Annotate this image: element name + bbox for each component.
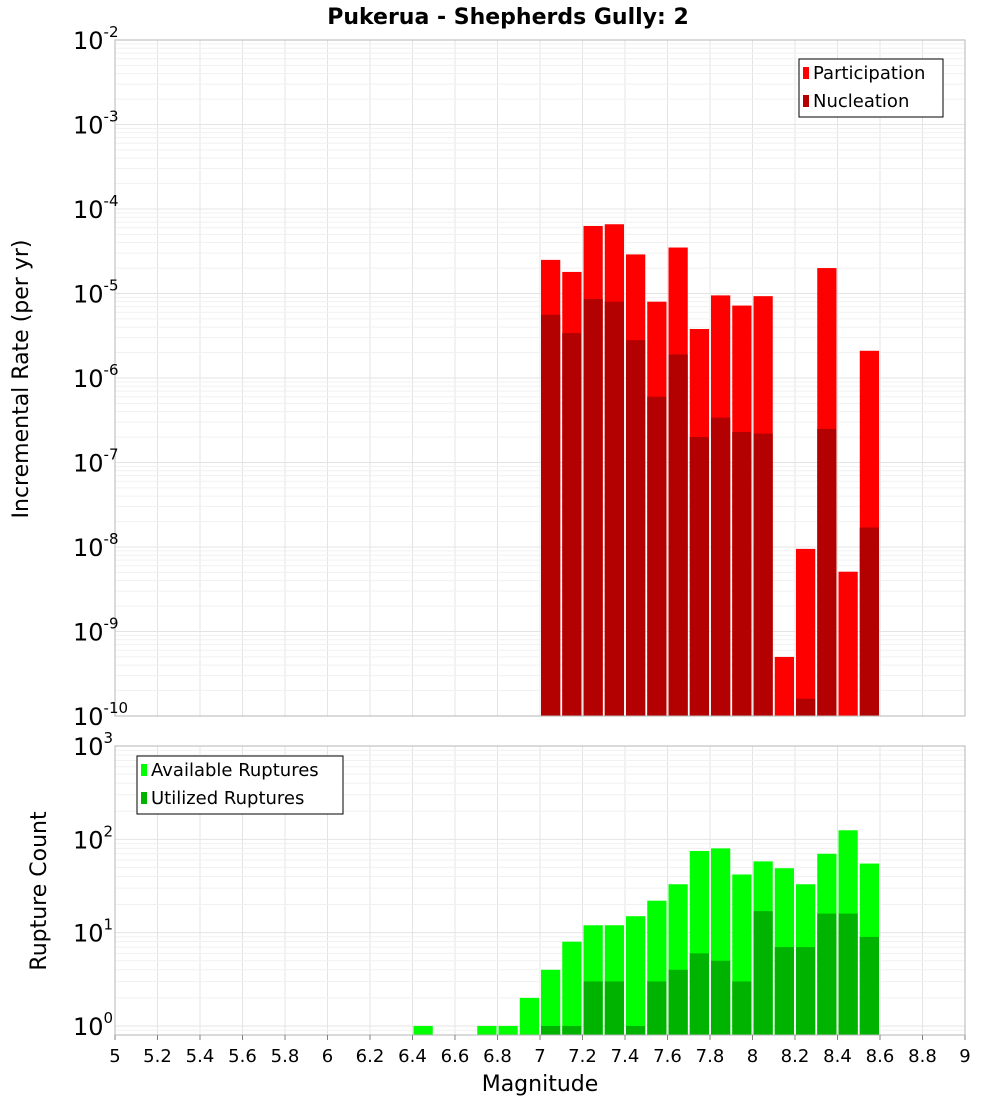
y-tick-label: 10-5 <box>73 277 119 309</box>
x-tick-label: 7.6 <box>653 1046 682 1067</box>
x-tick-label: 6.4 <box>398 1046 427 1067</box>
y-tick-label: 10-10 <box>73 699 128 731</box>
legend-swatch <box>803 67 809 79</box>
y-tick-label: 103 <box>73 729 113 761</box>
utilized-ruptures-bar <box>647 981 667 1035</box>
nucleation-bar <box>647 396 667 716</box>
nucleation-bar <box>604 301 624 716</box>
x-tick-label: 7.8 <box>696 1046 725 1067</box>
x-tick-label: 6 <box>322 1046 333 1067</box>
chart-title: Pukerua - Shepherds Gully: 2 <box>327 5 689 30</box>
legend-box <box>798 58 944 118</box>
x-tick-label: 7.4 <box>611 1046 640 1067</box>
available-ruptures-bar <box>477 1025 497 1035</box>
utilized-ruptures-bar <box>753 911 773 1035</box>
nucleation-bar <box>562 333 582 716</box>
x-tick-label: 7 <box>534 1046 545 1067</box>
utilized-ruptures-bar <box>583 981 603 1035</box>
legend: Participation Nucleation <box>798 58 944 118</box>
x-tick-label: 5.8 <box>271 1046 300 1067</box>
utilized-ruptures-bar <box>774 947 794 1035</box>
nucleation-bar <box>689 437 709 716</box>
legend-entry: Participation <box>813 63 925 84</box>
y-tick-label: 10-8 <box>73 530 119 562</box>
y-tick-label: 10-7 <box>73 446 119 478</box>
legend-entry: Available Ruptures <box>151 760 319 781</box>
x-tick-label: 7.2 <box>568 1046 597 1067</box>
x-tick-label: 8.2 <box>781 1046 810 1067</box>
utilized-ruptures-bar <box>626 1025 646 1035</box>
nucleation-bar <box>732 431 752 716</box>
count-plot: 100 101 102 103 Available Ruptures Utilized R… <box>73 729 966 1041</box>
participation-bar <box>838 571 858 716</box>
x-axis-label: Magnitude <box>482 1072 599 1097</box>
y-tick-label: 10-4 <box>73 192 119 224</box>
utilized-ruptures-bar <box>732 981 752 1035</box>
participation-bar <box>796 548 816 716</box>
x-tick-label: 8.8 <box>908 1046 937 1067</box>
x-tick-label: 9 <box>959 1046 970 1067</box>
utilized-ruptures-bar <box>796 947 816 1035</box>
x-tick-label: 6.2 <box>356 1046 385 1067</box>
x-axis: 5 5.2 5.4 5.6 5.8 6 6.2 6.4 6.6 6.8 7 7.2 7.4 7.6 7.8 8… <box>109 1035 971 1067</box>
y-tick-label: 10-9 <box>73 615 119 647</box>
y-tick-label: 102 <box>73 822 113 854</box>
x-tick-label: 5.6 <box>228 1046 257 1067</box>
utilized-ruptures-bar <box>541 1025 561 1035</box>
y-tick-label: 10-2 <box>73 23 119 55</box>
y-tick-label: 10-6 <box>73 361 119 393</box>
nucleation-bar <box>753 433 773 716</box>
plot-border <box>114 39 966 717</box>
utilized-ruptures-bar <box>689 953 709 1035</box>
available-ruptures-bar <box>562 941 582 1035</box>
utilized-ruptures-bar <box>859 936 879 1035</box>
x-tick-label: 5.4 <box>186 1046 215 1067</box>
nucleation-bar <box>711 417 731 716</box>
nucleation-bar <box>796 698 816 716</box>
y-tick-label: 101 <box>73 916 113 948</box>
nucleation-bar <box>541 314 561 716</box>
nucleation-bar <box>817 428 837 716</box>
utilized-ruptures-bar <box>838 913 858 1035</box>
bottom-ylabel: Rupture Count <box>27 811 52 971</box>
participation-bar <box>774 656 794 716</box>
top-ylabel: Incremental Rate (per yr) <box>9 240 34 519</box>
utilized-ruptures-bar <box>668 969 688 1035</box>
nucleation-bar <box>626 340 646 716</box>
legend: Available Ruptures Utilized Ruptures <box>136 755 344 815</box>
utilized-ruptures-bar <box>817 913 837 1035</box>
x-tick-label: 8.6 <box>866 1046 895 1067</box>
x-tick-label: 8 <box>747 1046 758 1067</box>
rate-plot: 10-10 10-9 10-8 10-7 10-6 10-5 10-4 10-3 10-2 Par… <box>73 23 966 731</box>
nucleation-bar <box>668 354 688 716</box>
utilized-ruptures-bar <box>562 1025 582 1035</box>
x-tick-label: 5.2 <box>143 1046 172 1067</box>
nucleation-bar <box>859 527 879 716</box>
available-ruptures-bar <box>626 916 646 1035</box>
available-ruptures-bar <box>541 969 561 1035</box>
utilized-ruptures-bar <box>711 960 731 1035</box>
x-tick-label: 8.4 <box>823 1046 852 1067</box>
utilized-ruptures-bar <box>604 981 624 1035</box>
legend-swatch <box>141 792 147 804</box>
legend-swatch <box>141 764 147 776</box>
available-ruptures-bar <box>519 997 539 1035</box>
y-tick-label: 10-3 <box>73 108 119 140</box>
x-tick-label: 5 <box>109 1046 120 1067</box>
x-tick-label: 6.8 <box>483 1046 512 1067</box>
available-ruptures-bar <box>413 1025 433 1035</box>
legend-entry: Utilized Ruptures <box>151 788 304 809</box>
legend-box <box>136 755 344 815</box>
legend-entry: Nucleation <box>813 91 909 112</box>
legend-swatch <box>803 95 809 107</box>
x-tick-label: 6.6 <box>441 1046 470 1067</box>
nucleation-bar <box>583 299 603 716</box>
available-ruptures-bar <box>498 1025 518 1035</box>
y-tick-label: 100 <box>73 1009 113 1041</box>
